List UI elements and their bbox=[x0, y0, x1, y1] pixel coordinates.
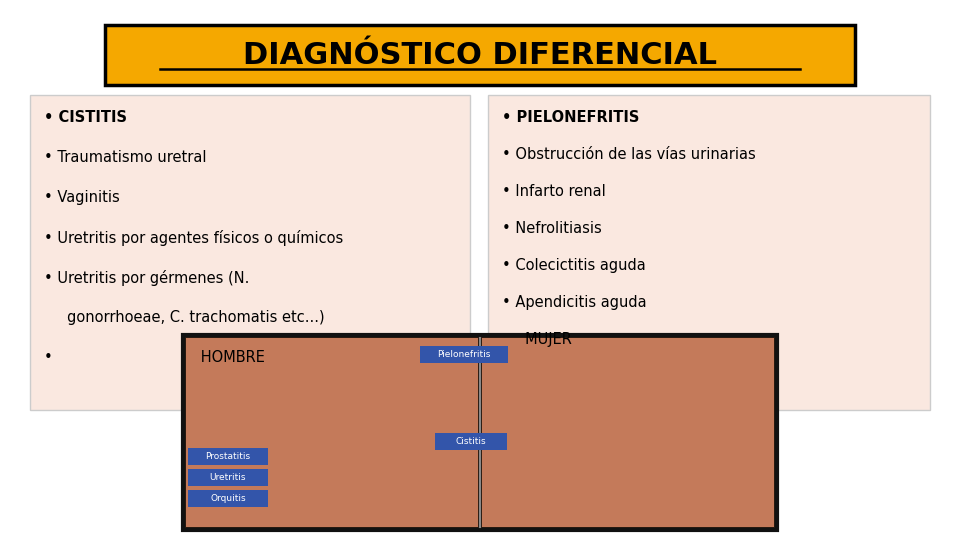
Text: Prostatitis: Prostatitis bbox=[205, 452, 251, 461]
FancyBboxPatch shape bbox=[30, 95, 470, 410]
Text: • Vaginitis: • Vaginitis bbox=[44, 190, 120, 205]
FancyBboxPatch shape bbox=[188, 469, 268, 486]
Text: • Uretritis por agentes físicos o químicos: • Uretritis por agentes físicos o químic… bbox=[44, 230, 344, 246]
FancyBboxPatch shape bbox=[105, 25, 855, 85]
Text: •                                HOMBRE: • HOMBRE bbox=[44, 350, 265, 365]
FancyBboxPatch shape bbox=[188, 490, 268, 507]
Text: MUJER: MUJER bbox=[502, 332, 572, 347]
Text: Pielonefritis: Pielonefritis bbox=[438, 350, 491, 359]
Text: • Traumatismo uretral: • Traumatismo uretral bbox=[44, 150, 206, 165]
FancyBboxPatch shape bbox=[482, 338, 774, 527]
Text: • CISTITIS: • CISTITIS bbox=[44, 110, 127, 125]
Text: gonorrhoeae, C. trachomatis etc...): gonorrhoeae, C. trachomatis etc...) bbox=[44, 310, 324, 325]
Text: DIAGNÓSTICO DIFERENCIAL: DIAGNÓSTICO DIFERENCIAL bbox=[243, 40, 717, 70]
Text: • PIELONEFRITIS: • PIELONEFRITIS bbox=[502, 110, 639, 125]
Text: Orquitis: Orquitis bbox=[210, 494, 246, 503]
FancyBboxPatch shape bbox=[183, 335, 777, 530]
FancyBboxPatch shape bbox=[420, 346, 508, 363]
FancyBboxPatch shape bbox=[488, 95, 930, 410]
Text: • Infarto renal: • Infarto renal bbox=[502, 184, 606, 199]
Text: • Uretritis por gérmenes (N.: • Uretritis por gérmenes (N. bbox=[44, 270, 250, 286]
Text: • Colecictitis aguda: • Colecictitis aguda bbox=[502, 258, 646, 273]
Text: Uretritis: Uretritis bbox=[209, 473, 247, 482]
FancyBboxPatch shape bbox=[188, 448, 268, 465]
Text: Cistitis: Cistitis bbox=[456, 437, 487, 446]
FancyBboxPatch shape bbox=[186, 338, 478, 527]
Text: • Nefrolitiasis: • Nefrolitiasis bbox=[502, 221, 602, 236]
Text: • Apendicitis aguda: • Apendicitis aguda bbox=[502, 295, 647, 310]
Text: • Obstrucción de las vías urinarias: • Obstrucción de las vías urinarias bbox=[502, 147, 756, 162]
FancyBboxPatch shape bbox=[435, 433, 507, 450]
